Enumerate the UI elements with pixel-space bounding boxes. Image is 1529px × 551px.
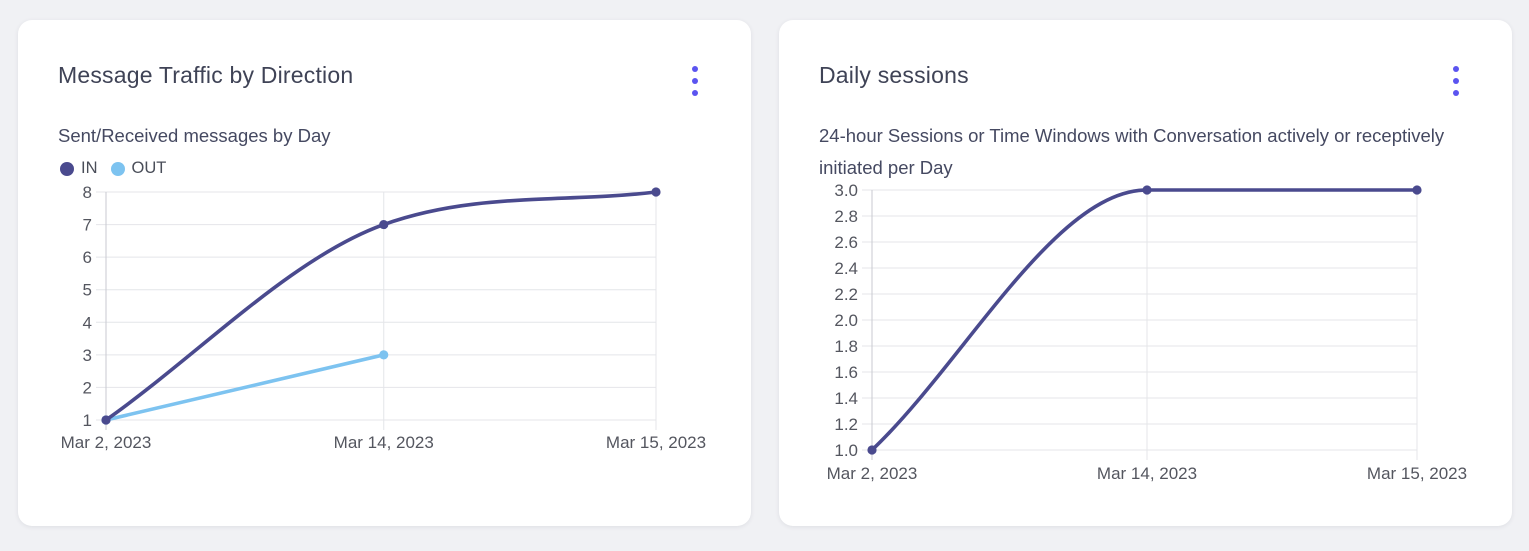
series-in bbox=[101, 187, 661, 425]
menu-dot bbox=[1453, 66, 1459, 72]
card-title: Message Traffic by Direction bbox=[58, 62, 354, 88]
svg-text:1.8: 1.8 bbox=[834, 337, 858, 356]
card-title: Daily sessions bbox=[819, 62, 969, 88]
svg-text:2.2: 2.2 bbox=[834, 285, 858, 304]
svg-text:7: 7 bbox=[83, 216, 92, 235]
legend-item-out[interactable]: OUT bbox=[110, 159, 167, 178]
svg-text:1.0: 1.0 bbox=[834, 441, 858, 460]
menu-dot bbox=[692, 78, 698, 84]
svg-text:Mar 14, 2023: Mar 14, 2023 bbox=[334, 433, 434, 452]
line-chart-message-traffic: 8 7 6 5 4 3 2 1 Mar 2, 2023 Mar 14, 2023 Mar 15, 2… bbox=[61, 183, 706, 452]
svg-text:Mar 15, 2023: Mar 15, 2023 bbox=[606, 433, 706, 452]
svg-text:3: 3 bbox=[83, 346, 92, 365]
menu-dot bbox=[692, 66, 698, 72]
card-subtitle: Sent/Received messages by Day bbox=[58, 125, 331, 146]
card-subtitle: 24-hour Sessions or Time Windows with Co… bbox=[819, 125, 1445, 178]
svg-text:Mar 14, 2023: Mar 14, 2023 bbox=[1097, 464, 1197, 483]
svg-text:Mar 2, 2023: Mar 2, 2023 bbox=[827, 464, 918, 483]
svg-text:1.4: 1.4 bbox=[834, 389, 858, 408]
svg-text:Mar 15, 2023: Mar 15, 2023 bbox=[1367, 464, 1467, 483]
series-out bbox=[101, 350, 389, 425]
svg-text:2.6: 2.6 bbox=[834, 233, 858, 252]
svg-text:2.0: 2.0 bbox=[834, 311, 858, 330]
svg-text:4: 4 bbox=[83, 313, 92, 332]
svg-text:1.2: 1.2 bbox=[834, 415, 858, 434]
legend-label-out: OUT bbox=[131, 159, 167, 177]
card-message-traffic: Message Traffic by Direction Sent/Receiv… bbox=[18, 20, 751, 526]
svg-text:8: 8 bbox=[83, 183, 92, 202]
svg-text:6: 6 bbox=[83, 248, 92, 267]
svg-text:1: 1 bbox=[83, 411, 92, 430]
svg-text:Mar 2, 2023: Mar 2, 2023 bbox=[61, 433, 152, 452]
kebab-menu-icon[interactable] bbox=[681, 62, 709, 100]
card-daily-sessions: Daily sessions 24-hour Sessions or Time … bbox=[779, 20, 1512, 526]
grid-lines: 8 7 6 5 4 3 2 1 Mar 2, 2023 Mar 14, 2023 Mar 15, 2… bbox=[61, 183, 706, 452]
menu-dot bbox=[1453, 90, 1459, 96]
menu-dot bbox=[692, 90, 698, 96]
svg-text:2: 2 bbox=[83, 378, 92, 397]
menu-dot bbox=[1453, 78, 1459, 84]
legend-label-in: IN bbox=[81, 159, 98, 177]
svg-text:1.6: 1.6 bbox=[834, 363, 858, 382]
svg-text:2.8: 2.8 bbox=[834, 207, 858, 226]
series-daily-sessions bbox=[867, 185, 1422, 455]
legend-dot-out-icon bbox=[110, 161, 125, 176]
kebab-menu-icon[interactable] bbox=[1442, 62, 1470, 100]
chart-legend: IN OUT bbox=[60, 159, 166, 178]
legend-item-in[interactable]: IN bbox=[60, 159, 98, 178]
legend-dot-in-icon bbox=[60, 161, 74, 176]
svg-text:5: 5 bbox=[83, 281, 92, 300]
svg-text:2.4: 2.4 bbox=[834, 259, 858, 278]
